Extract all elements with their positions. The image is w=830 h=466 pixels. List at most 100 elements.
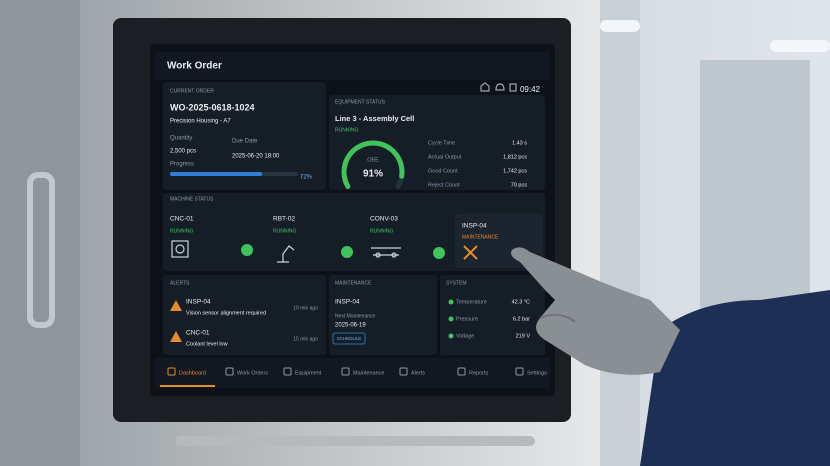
robot-icon — [277, 245, 295, 263]
warning-icon — [170, 331, 182, 342]
schedule-button[interactable] — [332, 332, 366, 345]
maintenance-panel — [329, 275, 437, 355]
system-value: 219 V — [516, 333, 531, 339]
nav-bar — [155, 358, 550, 388]
nav-item[interactable]: Maintenance — [353, 370, 385, 376]
panel-label: ALERTS — [170, 280, 190, 286]
metric-value: 70 pcs — [511, 182, 527, 188]
cnc-icon — [171, 240, 189, 258]
check-icon — [341, 246, 353, 258]
cabinet-bar — [175, 436, 535, 446]
machine-state: RUNNING — [273, 228, 296, 234]
system-label: Pressure — [456, 316, 478, 322]
machine-state: MAINTENANCE — [462, 234, 499, 240]
gauge-label: OEE — [367, 157, 379, 163]
system-label: Temperature — [456, 299, 487, 305]
header-icons — [480, 82, 517, 92]
status-dot — [448, 333, 454, 339]
current-order-panel — [163, 82, 326, 190]
conveyor-roller — [391, 252, 397, 258]
cnc-icon-detail — [175, 244, 185, 254]
ceiling-light — [600, 20, 640, 32]
nav-item[interactable]: Equipment — [295, 370, 322, 376]
nav-icon — [283, 367, 292, 376]
nav-active-underline — [160, 385, 215, 387]
machine-id: CNC-01 — [170, 216, 194, 223]
metric-value: 1.43 s — [512, 140, 527, 146]
sleeve — [640, 290, 830, 466]
nav-item[interactable]: Alerts — [411, 370, 425, 376]
status-dot — [448, 316, 454, 322]
nav-icon — [399, 367, 408, 376]
maintenance-date: 2025-06-19 — [335, 323, 366, 329]
alert-message: Vision sensor alignment required — [186, 310, 266, 316]
alert-time: 10 min ago — [293, 305, 318, 311]
nav-item[interactable]: Settings — [527, 370, 547, 376]
gloved-hand — [511, 247, 680, 375]
header-bar — [155, 52, 550, 80]
machine-state: RUNNING — [370, 228, 393, 234]
screen-content: Work Order 09:42 CURRENT ORDER WO-2025-0618… — [167, 61, 547, 377]
alert-time: 15 min ago — [293, 336, 318, 342]
user-icon — [509, 83, 517, 92]
bell-icon — [495, 83, 505, 91]
machine-id: CONV-03 — [370, 216, 398, 223]
alert-id: INSP-04 — [186, 299, 211, 306]
metric-label: Reject Count — [428, 182, 460, 188]
panel-label: CURRENT ORDER — [170, 88, 214, 94]
alert-id: CNC-01 — [186, 330, 210, 337]
cabinet-handle — [27, 172, 55, 328]
quantity: 2,500 pcs — [170, 149, 196, 155]
factory-machine — [700, 60, 810, 320]
system-dots — [448, 299, 454, 339]
metric-label: Actual Output — [428, 154, 462, 160]
nav-icon — [341, 367, 350, 376]
system-label: Voltage — [456, 333, 474, 339]
field-label: Due Date — [232, 139, 258, 145]
system-panel — [440, 275, 545, 355]
order-id: WO-2025-0618-1024 — [170, 102, 255, 112]
line-name: Line 3 - Assembly Cell — [335, 114, 414, 123]
home-icon — [480, 82, 490, 92]
tools-icon — [463, 245, 478, 260]
progress-bar — [170, 172, 263, 176]
panel-label: MAINTENANCE — [335, 280, 372, 286]
nav-item[interactable]: Reports — [469, 370, 489, 376]
check-icons — [241, 244, 445, 259]
machine-id: INSP-04 — [462, 223, 487, 230]
maintenance-id: INSP-04 — [335, 299, 360, 306]
metric-value: 1,742 pcs — [503, 168, 527, 174]
panel-label: MACHINE STATUS — [170, 196, 214, 202]
left-cabinet — [0, 0, 80, 466]
progress-label: 72% — [300, 175, 313, 181]
conveyor-roller — [375, 252, 381, 258]
due-date: 2025-06-20 18:00 — [232, 154, 280, 160]
nav-icon — [457, 367, 466, 376]
header-title: Work Order — [167, 61, 222, 72]
nav-item[interactable]: Work Orders — [237, 370, 268, 376]
machine-state: RUNNING — [170, 228, 193, 234]
alerts-panel — [163, 275, 326, 355]
nav-item[interactable]: Dashboard — [179, 370, 206, 376]
header-time: 09:42 — [520, 85, 541, 94]
alert-message: Coolant level low — [186, 341, 228, 347]
nav-icon — [515, 367, 524, 376]
line-state: RUNNING — [335, 127, 358, 133]
gauge-value — [341, 140, 405, 189]
panel-label: SYSTEM — [446, 280, 467, 286]
system-value: 42.3 °C — [512, 299, 530, 305]
metric-label: Good Count — [428, 168, 458, 174]
schedule-label[interactable]: SCHEDULE — [337, 336, 362, 341]
ceiling-light — [770, 40, 830, 52]
machine-id: RBT-02 — [273, 216, 295, 223]
field-label: Quantity — [170, 136, 192, 142]
check-icon — [241, 244, 253, 256]
field-label: Next Maintenance — [335, 313, 376, 319]
field-label: Progress — [170, 162, 194, 168]
equipment-panel — [329, 95, 545, 190]
status-dot — [448, 299, 454, 305]
nav-icon — [167, 367, 176, 376]
panel-label: EQUIPMENT STATUS — [335, 99, 386, 105]
